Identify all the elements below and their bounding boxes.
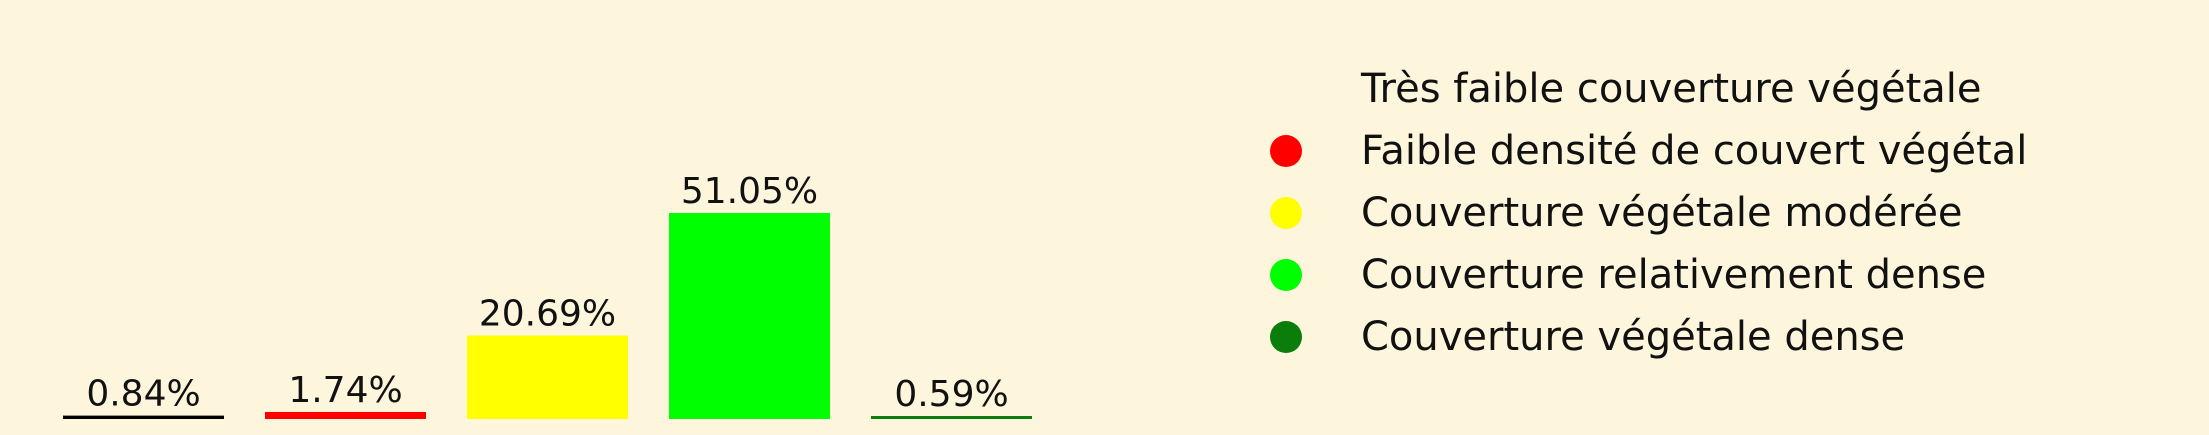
legend-item-5: Couverture végétale dense bbox=[1270, 306, 2027, 368]
legend-marker-icon bbox=[1270, 259, 1302, 291]
legend-marker-icon bbox=[1270, 73, 1302, 105]
legend-label: Couverture végétale dense bbox=[1361, 314, 1906, 360]
bar-3 bbox=[467, 335, 628, 419]
bar-2 bbox=[265, 411, 426, 419]
bar-value-label-5: 0.59% bbox=[894, 374, 1008, 415]
bar-value-label-4: 51.05% bbox=[681, 171, 818, 212]
legend-marker-icon bbox=[1270, 321, 1302, 353]
legend-item-2: Faible densité de couvert végétal bbox=[1270, 120, 2027, 182]
bar-chart: 0.84% 1.74% 20.69% 51.05% 0.59% bbox=[63, 171, 1032, 419]
legend-label: Faible densité de couvert végétal bbox=[1361, 128, 2028, 174]
bar-1 bbox=[63, 415, 224, 419]
legend-marker-icon bbox=[1270, 197, 1302, 229]
legend-marker-icon bbox=[1270, 135, 1302, 167]
bar-value-label-2: 1.74% bbox=[288, 370, 402, 411]
legend-item-3: Couverture végétale modérée bbox=[1270, 182, 2027, 244]
chart-legend: Très faible couverture végétale Faible de… bbox=[1270, 58, 2027, 368]
legend-item-1: Très faible couverture végétale bbox=[1270, 58, 2027, 120]
bar-value-label-1: 0.84% bbox=[86, 374, 200, 415]
legend-label: Très faible couverture végétale bbox=[1361, 66, 1982, 112]
legend-label: Couverture relativement dense bbox=[1361, 252, 1987, 298]
legend-item-4: Couverture relativement dense bbox=[1270, 244, 2027, 306]
bar-value-label-3: 20.69% bbox=[479, 294, 616, 335]
bar-5 bbox=[871, 416, 1032, 419]
legend-label: Couverture végétale modérée bbox=[1361, 190, 1963, 236]
bar-4 bbox=[669, 213, 830, 419]
